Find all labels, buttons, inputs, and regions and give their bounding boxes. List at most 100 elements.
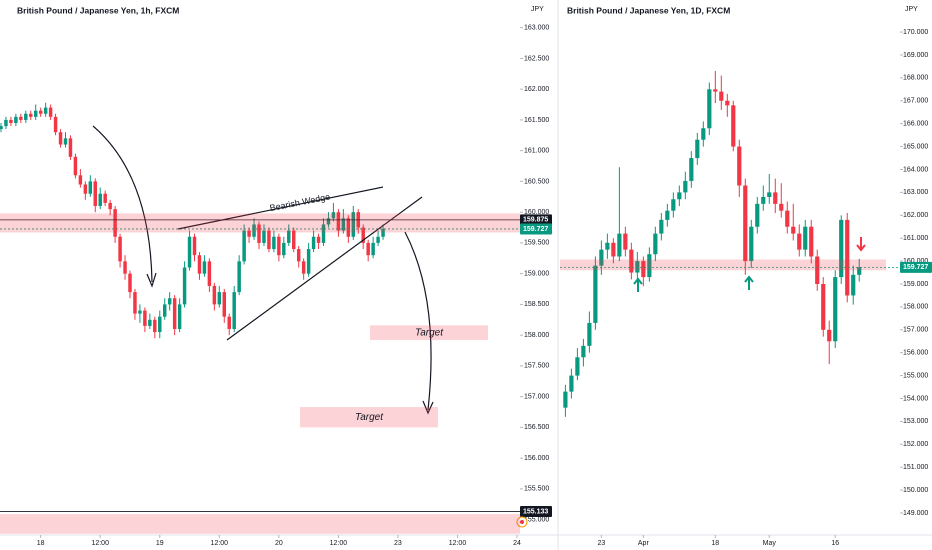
candle-body [88,181,93,194]
candle-body [767,192,772,197]
candle-body [749,226,754,262]
candle-body [851,274,856,296]
candle-body [167,298,172,305]
candle-body [83,184,88,194]
y-tick-label: 160.000 [903,258,928,265]
candle-body [177,304,182,329]
y-tick-label: 154.000 [903,395,928,402]
candle-body [197,255,202,274]
target-box [370,325,488,341]
candle-body [581,345,586,358]
candle-body [761,196,766,204]
candle-body [587,322,592,346]
axis-unit: JPY [905,6,918,13]
candle-body [68,138,73,157]
candle-body [48,107,53,117]
candle-body [599,249,604,266]
candle-body [845,219,850,296]
candle-body [247,230,251,237]
y-tick-label: 155.000 [524,516,549,523]
candle-body [803,226,808,250]
candle-body [267,230,271,250]
candle-body [103,193,107,203]
candle-body [611,242,616,257]
candle-body [252,224,256,237]
candle-body [689,158,694,181]
candle-body [635,261,640,273]
candle-body [53,116,58,133]
arrow [404,231,432,411]
y-tick-label: 166.000 [903,121,928,128]
y-tick-label: 159.000 [524,270,549,277]
candle-body [376,236,380,243]
y-tick-label: 157.000 [903,327,928,334]
candle-body [63,138,68,145]
y-tick-label: 150.000 [903,487,928,494]
candle-body [257,224,261,243]
candle-body [743,185,748,262]
candle-body [381,228,385,237]
candle-body [24,113,28,120]
candle-body [277,236,281,256]
y-tick-label: 157.500 [524,363,549,370]
candle-body [158,316,162,333]
zone [0,514,520,534]
y-tick-label: 155.000 [903,372,928,379]
candle-body [292,230,296,250]
x-tick-label: 23 [394,540,402,547]
candle-body [287,230,291,243]
candle-body [108,202,112,210]
candle-body [311,236,316,250]
candle-body [336,212,341,231]
candle-body [821,283,826,330]
y-tick-label: 162.000 [903,212,928,219]
candle-body [4,119,8,127]
y-tick-label: 160.000 [524,209,549,216]
candle-body [833,277,838,342]
price-label: 155.133 [523,508,548,515]
candle-body [321,224,326,243]
candle-body [242,230,246,262]
y-tick-label: 161.000 [524,148,549,155]
candle-body [282,242,286,256]
y-tick-label: 167.000 [903,98,928,105]
candle-body [128,273,132,293]
candle-body [809,226,814,257]
candle-body [677,192,682,200]
y-tick-label: 162.500 [524,55,549,62]
candle-body [785,210,790,227]
x-tick-label: 23 [597,540,605,547]
y-tick-label: 159.000 [903,281,928,288]
candle-body [725,100,730,106]
x-tick-label: 19 [156,540,164,547]
candle-body [138,310,142,314]
candle-body [296,249,301,262]
x-tick-label: 20 [275,540,283,547]
candle-body [113,209,117,237]
candle-body [713,89,718,92]
candle-body [38,110,43,114]
candle-body [346,218,351,237]
candle-body [773,192,778,204]
target-label: Target [355,412,384,423]
candle-body [815,256,820,284]
candle-body [237,261,241,293]
candle-body [641,261,646,278]
arrow [92,125,153,283]
candle-body [695,139,700,159]
candle-body [212,285,217,305]
candle-body [341,218,346,231]
y-tick-label: 153.000 [903,418,928,425]
candle-body [78,175,83,185]
candle-body [361,227,365,243]
y-tick-label: 156.000 [903,350,928,357]
candle-body [93,181,98,207]
y-tick-label: 155.500 [524,486,549,493]
arrow-head [422,400,434,415]
y-tick-label: 170.000 [903,29,928,36]
candle-body [593,265,598,323]
candle-body [653,233,658,255]
y-tick-label: 165.000 [903,143,928,150]
y-tick-label: 168.000 [903,75,928,82]
candle-body [719,91,724,101]
